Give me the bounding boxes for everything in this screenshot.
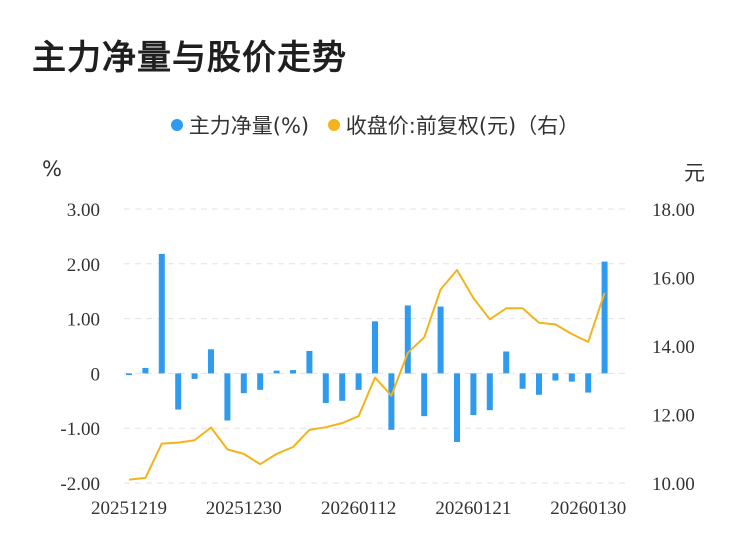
net-volume-bar: [421, 373, 428, 417]
net-volume-bar: [568, 373, 575, 382]
net-volume-bar: [519, 373, 526, 389]
legend-bar-marker: [170, 119, 183, 131]
x-tick-label: 20251230: [206, 498, 282, 519]
left-axis-unit: %: [42, 157, 62, 181]
net-volume-bar: [290, 370, 296, 374]
net-volume-bar: [322, 373, 329, 403]
left-tick-label: -2.00: [60, 474, 100, 495]
net-volume-bar: [437, 306, 444, 374]
right-tick-label: 10.00: [652, 474, 695, 495]
net-volume-bar: [240, 373, 247, 394]
net-volume-bar: [388, 373, 395, 430]
chart-title: 主力净量与股价走势: [32, 38, 347, 78]
net-volume-bar: [175, 373, 182, 410]
legend-item-net-volume[interactable]: 主力净量(%): [170, 110, 310, 140]
right-tick-label: 16.00: [652, 269, 695, 290]
legend-label-net-volume: 主力净量(%): [188, 114, 310, 138]
x-tick-label: 20251219: [91, 498, 167, 519]
net-volume-bar: [224, 373, 231, 421]
left-tick-label: 1.00: [67, 310, 100, 331]
right-axis-unit: 元: [684, 161, 705, 185]
net-volume-bar: [601, 261, 608, 374]
legend: 主力净量(%) 收盘价:前复权(元)（右）: [0, 110, 750, 140]
net-volume-bar: [536, 373, 542, 395]
right-tick-label: 18.00: [652, 200, 695, 221]
net-volume-bar: [372, 321, 378, 374]
net-volume-bar: [355, 373, 362, 390]
net-volume-bar: [339, 373, 346, 401]
net-volume-bar: [142, 367, 149, 374]
legend-label-close-price: 收盘价:前复权(元)（右）: [345, 114, 580, 138]
legend-line-marker: [327, 119, 340, 131]
net-volume-bar: [404, 305, 411, 374]
left-tick-label: 0: [91, 364, 101, 385]
net-volume-bar: [470, 373, 477, 416]
x-tick-label: 20260130: [550, 498, 626, 519]
net-volume-bar: [585, 373, 592, 393]
left-tick-label: 2.00: [67, 255, 100, 276]
left-tick-label: 3.00: [67, 200, 100, 221]
net-volume-bar: [208, 349, 214, 374]
net-volume-bar: [552, 373, 559, 381]
close-price-line: [128, 269, 606, 481]
net-volume-bar: [126, 373, 132, 376]
net-volume-bar: [486, 373, 493, 411]
right-tick-label: 12.00: [652, 406, 695, 427]
net-volume-bar: [158, 253, 165, 374]
right-tick-label: 14.00: [652, 337, 695, 358]
net-volume-bar: [454, 373, 460, 442]
x-tick-label: 20260121: [435, 498, 511, 519]
legend-item-close-price[interactable]: 收盘价:前复权(元)（右）: [327, 110, 580, 140]
x-tick-label: 20260112: [321, 498, 396, 519]
net-volume-bar: [191, 373, 198, 379]
net-volume-bar: [257, 373, 264, 390]
left-tick-label: -1.00: [60, 419, 100, 440]
net-volume-bar: [306, 350, 313, 374]
net-volume-bar: [503, 351, 510, 374]
net-volume-bar: [273, 370, 280, 374]
